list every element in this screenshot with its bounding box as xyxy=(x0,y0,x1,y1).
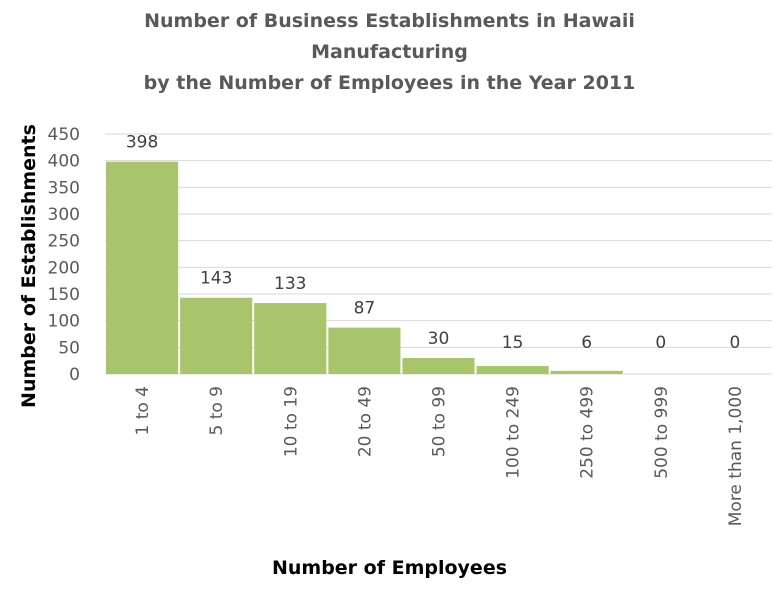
y-tick-label: 450 xyxy=(48,125,80,145)
y-tick-label: 250 xyxy=(48,232,80,252)
data-labels: 398 143 133 87 30 15 6 0 0 xyxy=(126,133,741,353)
y-tick-label: 150 xyxy=(48,285,80,305)
data-label: 398 xyxy=(126,133,158,153)
y-tick-label: 100 xyxy=(48,312,80,332)
data-label: 30 xyxy=(428,329,450,349)
bars xyxy=(106,161,623,374)
y-tick-label: 400 xyxy=(48,152,80,172)
chart-title-line-2: Manufacturing xyxy=(311,41,468,63)
data-label: 87 xyxy=(354,299,376,319)
bar xyxy=(550,370,623,374)
x-tick-label: 1 to 4 xyxy=(133,386,153,436)
data-label: 133 xyxy=(274,274,306,294)
chart-title-line-1: Number of Business Establishments in Haw… xyxy=(144,10,635,32)
x-tick-labels: 1 to 4 5 to 9 10 to 19 20 to 49 50 to 99 100 … xyxy=(133,386,746,526)
y-tick-label: 300 xyxy=(48,205,80,225)
y-tick-labels: 0 50 100 150 200 250 300 350 400 450 xyxy=(48,125,80,385)
bar xyxy=(106,161,179,374)
chart-title: Number of Business Establishments in Haw… xyxy=(0,6,779,99)
data-label: 6 xyxy=(581,333,592,353)
x-tick-label: 50 to 99 xyxy=(430,386,450,457)
y-tick-label: 350 xyxy=(48,178,80,198)
bar xyxy=(328,327,401,374)
y-tick-label: 50 xyxy=(58,338,80,358)
x-tick-label: 500 to 999 xyxy=(652,386,672,479)
x-tick-label: More than 1,000 xyxy=(726,386,746,526)
data-label: 15 xyxy=(502,333,524,353)
x-tick-label: 10 to 19 xyxy=(281,386,301,457)
x-tick-label: 100 to 249 xyxy=(504,386,524,479)
data-label: 143 xyxy=(200,269,232,289)
bar xyxy=(180,297,253,374)
x-tick-label: 5 to 9 xyxy=(207,386,227,436)
bar xyxy=(254,303,327,374)
bar xyxy=(402,358,475,374)
data-label: 0 xyxy=(655,333,666,353)
x-tick-label: 250 to 499 xyxy=(578,386,598,479)
x-tick-label: 20 to 49 xyxy=(355,386,375,457)
chart-title-line-3: by the Number of Employees in the Year 2… xyxy=(143,72,636,94)
data-label: 0 xyxy=(730,333,741,353)
y-tick-label: 200 xyxy=(48,258,80,278)
x-axis-label: Number of Employees xyxy=(271,557,508,579)
y-tick-label: 0 xyxy=(69,365,80,385)
bar xyxy=(476,366,549,374)
gridlines xyxy=(105,133,772,375)
